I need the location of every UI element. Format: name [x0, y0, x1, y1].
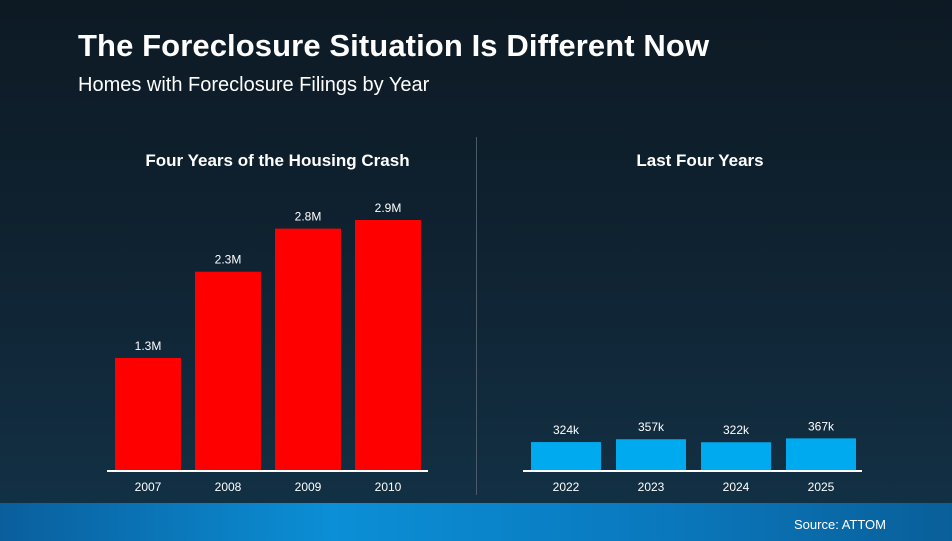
crash-tick-label: 2008	[215, 480, 242, 494]
page-title: The Foreclosure Situation Is Different N…	[78, 28, 710, 63]
crash-bar-2009	[275, 228, 341, 470]
chart-title-recent: Last Four Years	[636, 151, 764, 170]
recent-value-label: 324k	[553, 423, 580, 437]
recent-value-label: 367k	[808, 419, 835, 433]
crash-bar-2008	[195, 271, 261, 470]
crash-value-label: 2.9M	[375, 201, 402, 215]
crash-bar-2007	[115, 357, 181, 470]
chart-title-crash: Four Years of the Housing Crash	[145, 151, 410, 170]
recent-bar-2024	[701, 442, 771, 470]
crash-tick-label: 2007	[135, 480, 162, 494]
source-label: Source: ATTOM	[794, 517, 886, 532]
charts-canvas: 1.3M 2007 2.3M 2008 2.8M 2009 2.9M 2010 324k 202…	[107, 201, 862, 494]
recent-tick-label: 2022	[553, 480, 580, 494]
panel-divider	[476, 137, 477, 495]
crash-tick-label: 2009	[295, 480, 322, 494]
footer-band: Source: ATTOM	[0, 503, 952, 541]
recent-tick-label: 2024	[723, 480, 750, 494]
recent-value-label: 322k	[723, 423, 750, 437]
crash-tick-label: 2010	[375, 480, 402, 494]
recent-bar-2025	[786, 438, 856, 470]
recent-bar-chart: 324k 2022 357k 2023 322k 2024 367k 2025	[523, 419, 862, 494]
recent-bar-2022	[531, 442, 601, 470]
crash-value-label: 1.3M	[135, 339, 162, 353]
crash-bar-chart: 1.3M 2007 2.3M 2008 2.8M 2009 2.9M 2010	[107, 201, 428, 494]
crash-bar-2010	[355, 220, 421, 470]
page-subtitle: Homes with Foreclosure Filings by Year	[78, 74, 430, 96]
recent-value-label: 357k	[638, 420, 665, 434]
crash-value-label: 2.8M	[295, 210, 322, 224]
recent-tick-label: 2025	[808, 480, 835, 494]
recent-tick-label: 2023	[638, 480, 665, 494]
crash-value-label: 2.3M	[215, 253, 242, 267]
recent-bar-2023	[616, 439, 686, 470]
